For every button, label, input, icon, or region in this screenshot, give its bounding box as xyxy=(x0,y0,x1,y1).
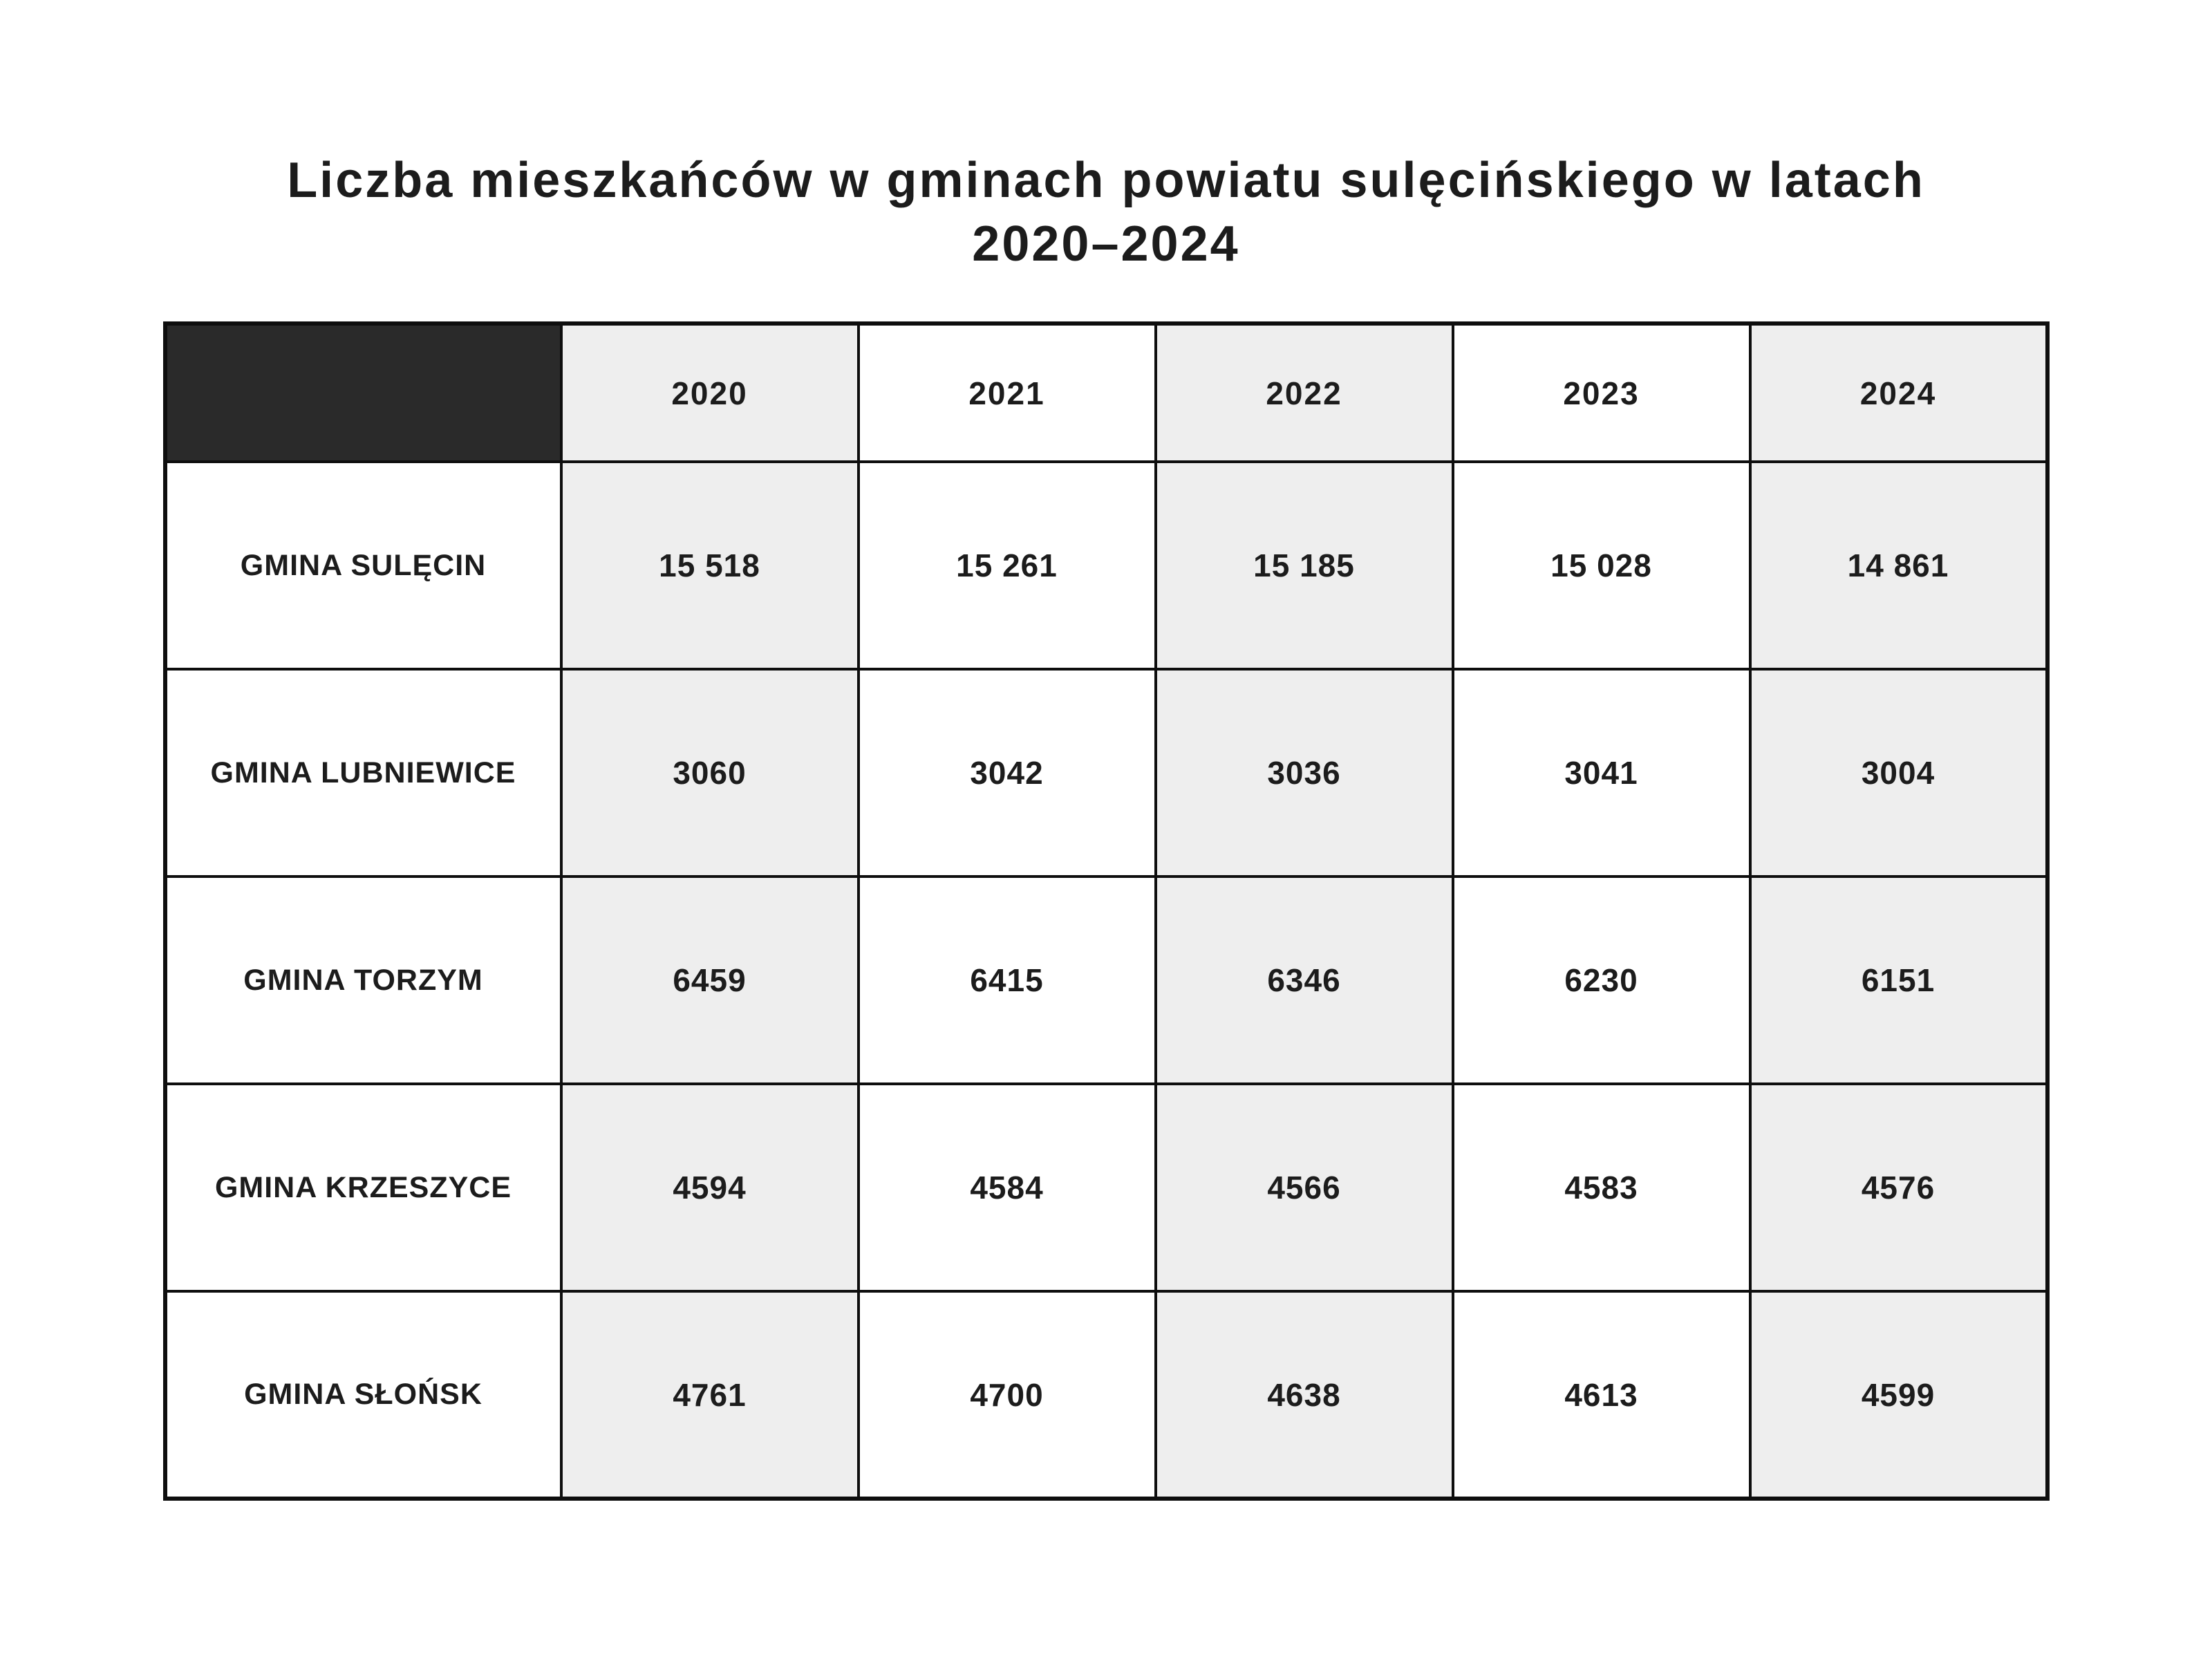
table-row-krzeszyce: GMINA KRZESZYCE 4594 4584 4566 4583 4576 xyxy=(163,1082,2049,1293)
row-label: GMINA SULĘCIN xyxy=(163,460,563,671)
cell-value: 15 518 xyxy=(559,460,860,671)
row-label: GMINA KRZESZYCE xyxy=(163,1082,563,1293)
cell-value: 6459 xyxy=(559,875,860,1085)
row-label: GMINA SŁOŃSK xyxy=(163,1290,563,1500)
column-header-2021: 2021 xyxy=(856,322,1157,463)
cell-value: 4576 xyxy=(1748,1082,2049,1293)
cell-value: 6151 xyxy=(1748,875,2049,1085)
column-header-2022: 2022 xyxy=(1154,322,1454,463)
cell-value: 4594 xyxy=(559,1082,860,1293)
cell-value: 4599 xyxy=(1748,1290,2049,1500)
column-header-2023: 2023 xyxy=(1451,322,1752,463)
cell-value: 3004 xyxy=(1748,668,2049,878)
cell-value: 4613 xyxy=(1451,1290,1752,1500)
column-header-2024: 2024 xyxy=(1748,322,2049,463)
column-header-2020: 2020 xyxy=(559,322,860,463)
table-row-slonsk: GMINA SŁOŃSK 4761 4700 4638 4613 4599 xyxy=(163,1290,2049,1500)
table-row-sulecin: GMINA SULĘCIN 15 518 15 261 15 185 15 02… xyxy=(163,460,2049,671)
cell-value: 4566 xyxy=(1154,1082,1454,1293)
cell-value: 4583 xyxy=(1451,1082,1752,1293)
population-table: 2020 2021 2022 2023 2024 GMINA SULĘCIN 1… xyxy=(162,321,2050,1501)
cell-value: 15 185 xyxy=(1154,460,1454,671)
cell-value: 15 261 xyxy=(856,460,1157,671)
table-row-lubniewice: GMINA LUBNIEWICE 3060 3042 3036 3041 300… xyxy=(163,668,2049,878)
row-label: GMINA LUBNIEWICE xyxy=(163,668,563,878)
page-title: Liczba mieszkańców w gminach powiatu sul… xyxy=(0,149,2212,276)
cell-value: 6230 xyxy=(1451,875,1752,1085)
cell-value: 3060 xyxy=(559,668,860,878)
cell-value: 4584 xyxy=(856,1082,1157,1293)
cell-value: 3041 xyxy=(1451,668,1752,878)
cell-value: 4638 xyxy=(1154,1290,1454,1500)
table-row-torzym: GMINA TORZYM 6459 6415 6346 6230 6151 xyxy=(163,875,2049,1085)
corner-cell xyxy=(163,322,563,463)
page-title-line-2: 2020–2024 xyxy=(972,216,1240,272)
page-title-line-1: Liczba mieszkańców w gminach powiatu sul… xyxy=(287,153,1925,208)
row-label: GMINA TORZYM xyxy=(163,875,563,1085)
cell-value: 3042 xyxy=(856,668,1157,878)
cell-value: 6346 xyxy=(1154,875,1454,1085)
cell-value: 3036 xyxy=(1154,668,1454,878)
cell-value: 15 028 xyxy=(1451,460,1752,671)
cell-value: 14 861 xyxy=(1748,460,2049,671)
table-header-row: 2020 2021 2022 2023 2024 xyxy=(163,322,2049,463)
cell-value: 4700 xyxy=(856,1290,1157,1500)
cell-value: 6415 xyxy=(856,875,1157,1085)
cell-value: 4761 xyxy=(559,1290,860,1500)
